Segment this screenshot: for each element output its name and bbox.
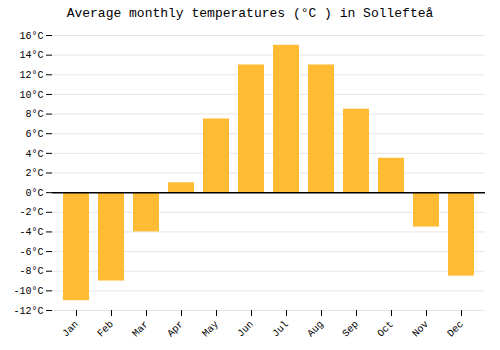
svg-text:Jul: Jul [270,319,291,340]
svg-text:10°C: 10°C [19,90,43,101]
svg-text:-10°C: -10°C [13,286,43,297]
svg-text:Jan: Jan [60,319,81,340]
svg-text:16°C: 16°C [19,31,43,42]
svg-text:Jun: Jun [235,319,256,340]
svg-text:6°C: 6°C [25,129,43,140]
svg-text:Apr: Apr [165,319,186,340]
svg-text:-6°C: -6°C [19,247,43,258]
svg-text:-4°C: -4°C [19,227,43,238]
svg-text:May: May [200,319,221,340]
svg-text:14°C: 14°C [19,50,43,61]
html-text:Average monthly temperatures (: Average monthly temperatures (°C ) in So… [66,6,434,21]
svg-text:-8°C: -8°C [19,266,43,277]
svg-text:Sep: Sep [340,319,361,340]
svg-text:Feb: Feb [95,319,116,340]
svg-text:Nov: Nov [410,319,431,340]
svg-text:Aug: Aug [305,319,326,340]
svg-text:Mar: Mar [130,319,151,340]
svg-text:0°C: 0°C [25,188,43,199]
svg-text:-2°C: -2°C [19,207,43,218]
svg-text:Oct: Oct [375,319,396,340]
svg-text:12°C: 12°C [19,70,43,81]
svg-text:Dec: Dec [445,319,466,340]
svg-text:-12°C: -12°C [13,306,43,317]
svg-text:8°C: 8°C [25,109,43,120]
svg-text:2°C: 2°C [25,168,43,179]
svg-text:4°C: 4°C [25,149,43,160]
